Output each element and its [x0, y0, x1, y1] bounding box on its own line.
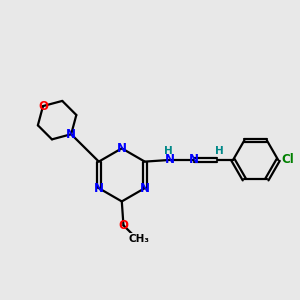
Text: O: O: [118, 219, 128, 232]
Text: H: H: [164, 146, 172, 156]
Text: O: O: [38, 100, 48, 112]
Text: Cl: Cl: [281, 154, 294, 166]
Text: CH₃: CH₃: [129, 234, 150, 244]
Text: N: N: [140, 182, 150, 195]
Text: N: N: [117, 142, 127, 155]
Text: N: N: [189, 154, 199, 166]
Text: N: N: [165, 154, 175, 166]
Text: N: N: [94, 182, 104, 195]
Text: N: N: [66, 128, 76, 141]
Text: H: H: [215, 146, 224, 156]
